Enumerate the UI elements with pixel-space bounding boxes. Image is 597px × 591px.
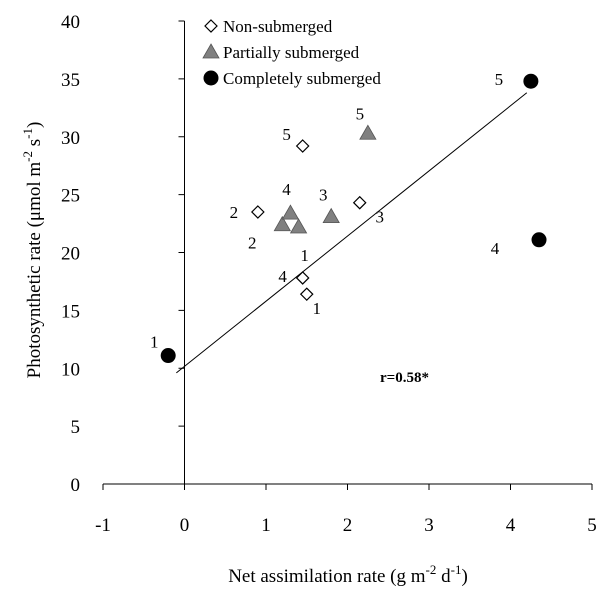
y-tick-label: 5 [71, 417, 81, 438]
point-label: 5 [282, 125, 291, 144]
point-label: 2 [230, 203, 239, 222]
legend: Non-submerged Partially submerged Complete… [202, 17, 381, 88]
legend-marker-diamond-open [204, 19, 218, 33]
regression-line [176, 92, 528, 374]
legend-label: Completely submerged [223, 69, 381, 88]
data-point-circle-filled [160, 348, 176, 364]
x-tick-label: 2 [343, 515, 353, 536]
correlation-annotation: r=0.58* [380, 370, 429, 386]
data-point-triangle-filled [289, 218, 308, 234]
legend-marker-triangle-filled [202, 43, 220, 59]
legend-marker-circle-filled [203, 70, 219, 86]
data-point-triangle-filled [359, 124, 377, 140]
point-label: 1 [300, 246, 309, 265]
trendline-group [176, 92, 528, 374]
data-point-circle-filled [523, 73, 539, 89]
point-label: 1 [150, 333, 159, 352]
legend-label: Non-submerged [223, 17, 333, 36]
y-tick-label: 0 [71, 475, 81, 496]
data-point-diamond-open [352, 195, 367, 210]
point-label: 5 [495, 70, 504, 89]
point-label: 3 [319, 186, 328, 205]
y-tick-label: 30 [61, 128, 80, 149]
data-point-triangle-filled [273, 215, 291, 232]
point-label: 1 [313, 299, 322, 318]
y-tick-label: 35 [61, 70, 80, 91]
x-tick-label: 3 [424, 515, 434, 536]
y-tick-label: 10 [61, 359, 80, 380]
data-point-diamond-open [295, 271, 310, 285]
x-axis-title: Net assimilation rate (g m-2 d-1) [228, 562, 468, 587]
data-point-diamond-open [251, 205, 265, 219]
legend-label: Partially submerged [223, 43, 360, 62]
point-label: 5 [356, 104, 365, 123]
x-tick-label: 4 [506, 515, 516, 536]
y-tick-label: 25 [61, 186, 80, 207]
point-label: 3 [375, 208, 384, 227]
x-tick-label: -1 [95, 515, 111, 536]
data-point-diamond-open [295, 139, 310, 153]
y-tick-label: 20 [61, 244, 80, 265]
data-point-triangle-filled [281, 204, 300, 220]
y-axis-title: Photosynthetic rate (μmol m-2 s-1) [20, 122, 45, 379]
y-tick-label: 40 [61, 12, 80, 33]
point-label: 4 [491, 239, 500, 258]
data-point-triangle-filled [322, 207, 340, 224]
point-label: 4 [282, 180, 291, 199]
point-label: 4 [278, 267, 287, 286]
data-point-diamond-open [299, 287, 314, 302]
x-tick-label: 5 [587, 515, 597, 536]
x-tick-label: 0 [180, 515, 190, 536]
point-label: 2 [248, 234, 257, 253]
data-point-circle-filled [531, 232, 547, 248]
x-tick-label: 1 [261, 515, 271, 536]
y-tick-label: 15 [61, 301, 80, 322]
